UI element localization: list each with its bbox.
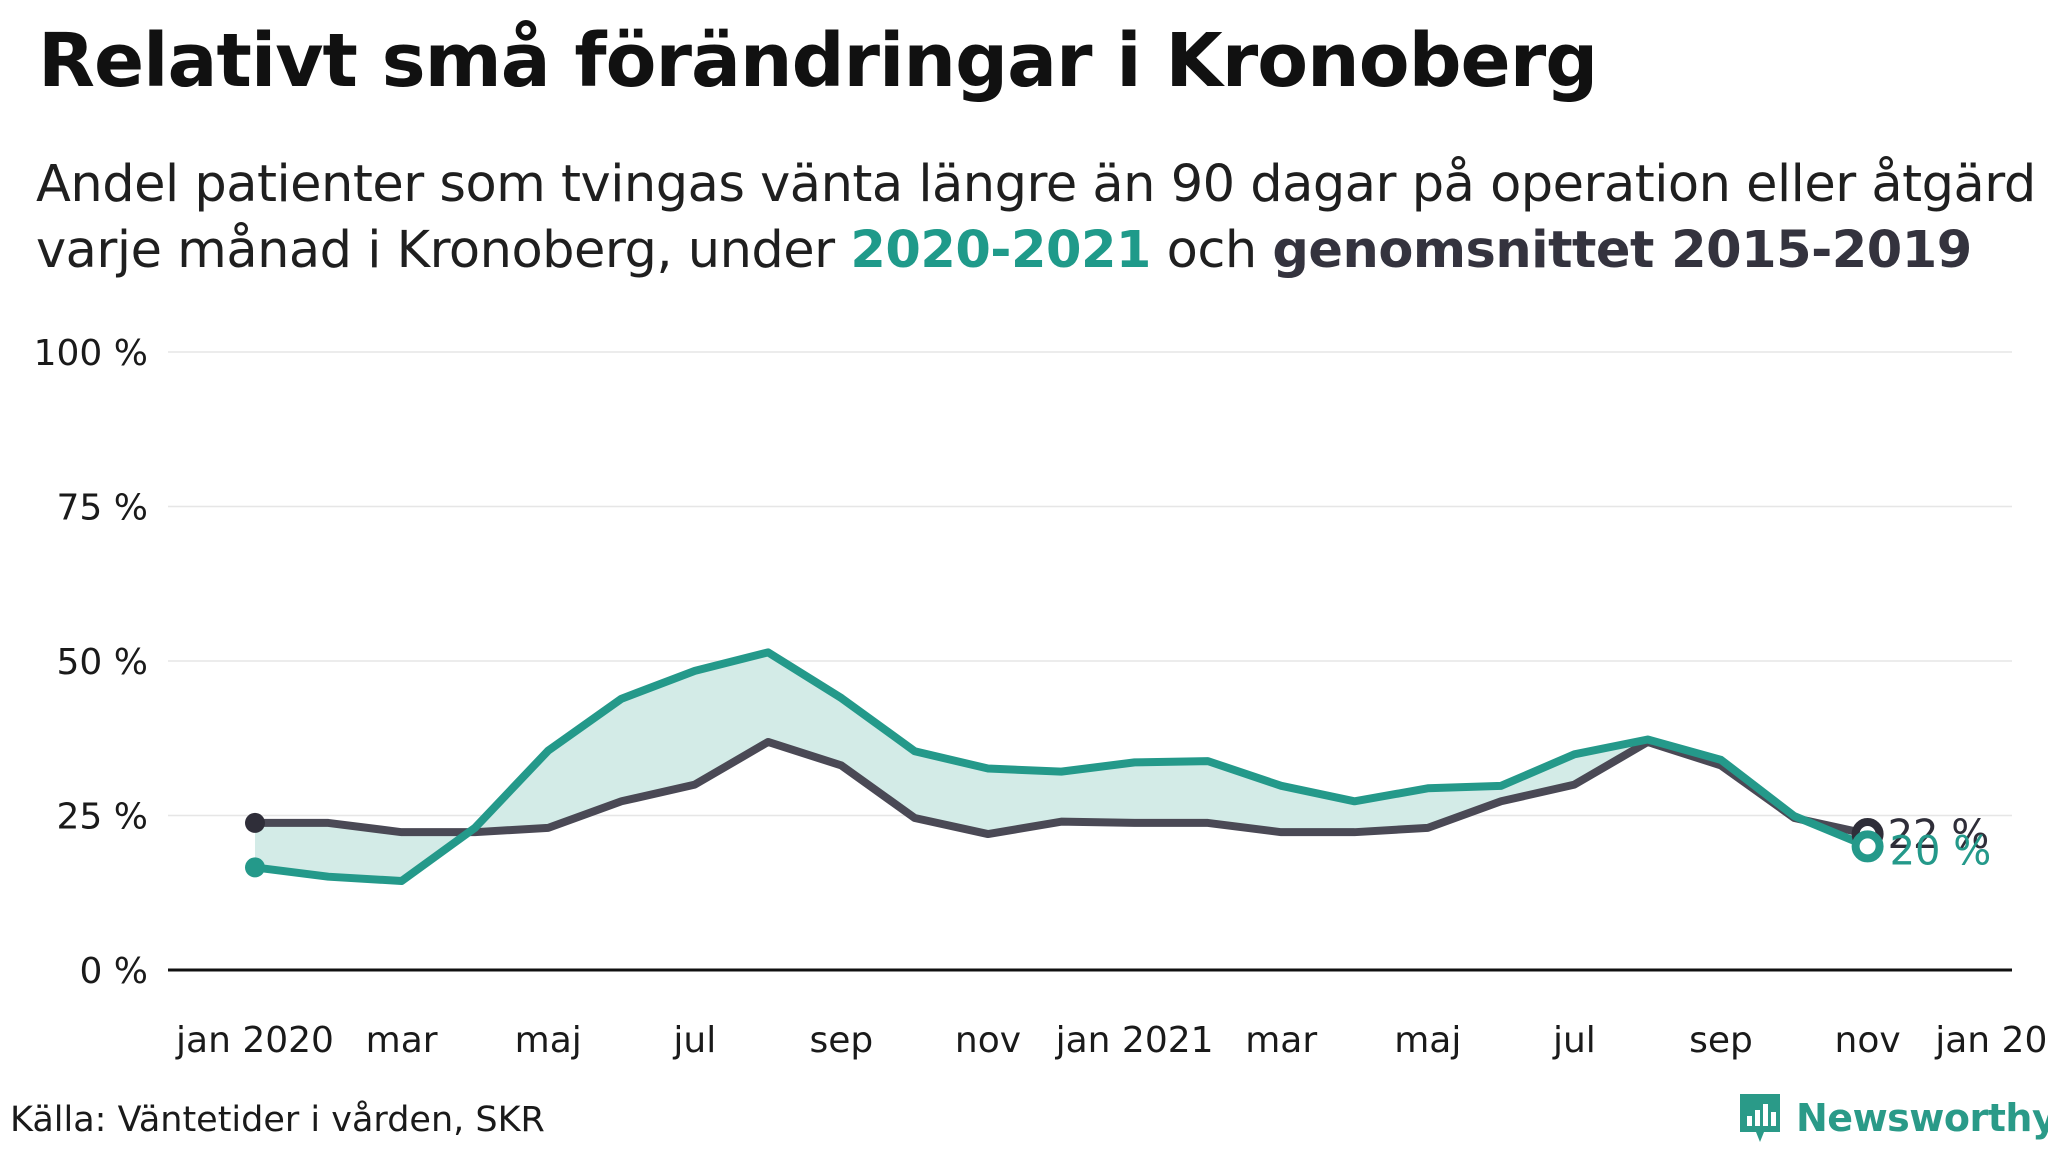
x-tick-label: nov <box>955 1020 1021 1061</box>
x-tick-label: jan 2021 <box>1055 1020 1214 1061</box>
series-line-current <box>251 648 1872 886</box>
subtitle-highlight-average: genomsnittet 2015-2019 <box>1272 221 1972 280</box>
difference-area-fill <box>255 652 1868 882</box>
source-note: Källa: Väntetider i vården, SKR <box>10 1100 545 1140</box>
subtitle-line-2: varje månad i Kronoberg, under 2020-2021… <box>36 218 2036 284</box>
y-tick-label: 100 % <box>34 333 148 374</box>
x-tick-label: jul <box>672 1020 716 1061</box>
x-tick-label: maj <box>1394 1020 1461 1061</box>
end-value-labels: 22 %20 % <box>1888 812 1992 874</box>
logo-text: Newsworthy <box>1796 1096 2048 1140</box>
series-end-marker-current <box>1851 830 1884 863</box>
chart-title: Relativt små förändringar i Kronoberg <box>38 18 1598 104</box>
subtitle-prefix: varje månad i Kronoberg, under <box>36 221 851 280</box>
bar-chart-logo-icon <box>1740 1094 1780 1142</box>
y-tick-label: 75 % <box>57 488 148 529</box>
newsworthy-logo: Newsworthy <box>1738 1092 2048 1144</box>
x-axis-tick-labels: jan 2020 mar maj jul sep nov jan 2021 mar maj jul… <box>175 1020 2048 1061</box>
y-axis-tick-labels: 0 % 25 % 50 % 75 % 100 % <box>34 333 148 992</box>
end-label-current: 20 % <box>1890 828 1992 874</box>
end-label-average: 22 % <box>1888 812 1990 858</box>
chart-subtitle: Andel patienter som tvingas vänta längre… <box>36 152 2036 284</box>
x-tick-label: maj <box>515 1020 582 1061</box>
line-chart: 0 % 25 % 50 % 75 % 100 % jan 2020 mar maj jul se… <box>34 333 2048 1061</box>
x-tick-label: sep <box>810 1020 874 1061</box>
x-tick-label: nov <box>1835 1020 1901 1061</box>
subtitle-line-1: Andel patienter som tvingas vänta längre… <box>36 155 2036 214</box>
series-line-average <box>251 737 1872 839</box>
series-start-dot-current <box>245 857 265 878</box>
y-tick-label: 0 % <box>79 951 148 992</box>
difference-area <box>255 652 1868 882</box>
x-tick-label: sep <box>1689 1020 1753 1061</box>
x-tick-label: jan 2020 <box>175 1020 334 1061</box>
series-start-dot-average <box>245 812 265 833</box>
y-tick-label: 50 % <box>57 642 148 683</box>
subtitle-middle: och <box>1150 221 1273 280</box>
x-tick-label: mar <box>1245 1020 1317 1061</box>
subtitle-highlight-current: 2020-2021 <box>850 221 1151 280</box>
y-tick-label: 25 % <box>57 797 148 838</box>
x-tick-label: mar <box>366 1020 438 1061</box>
series-markers <box>245 812 1884 878</box>
x-tick-label: jul <box>1552 1020 1596 1061</box>
series-lines <box>251 648 1872 886</box>
grid-lines <box>168 351 2012 817</box>
